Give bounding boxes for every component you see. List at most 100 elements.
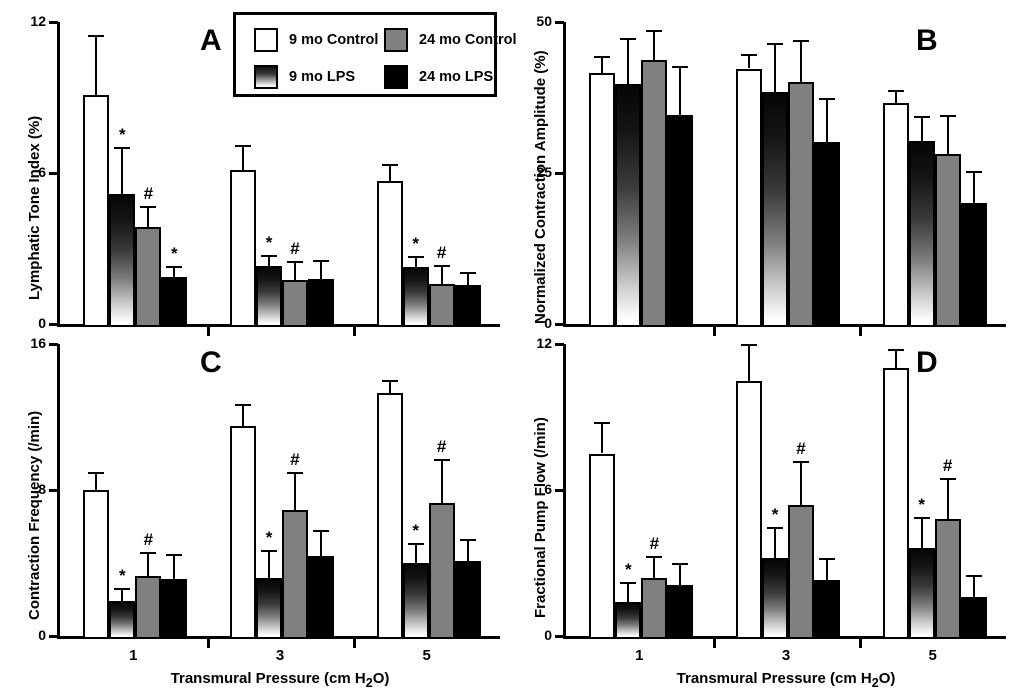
- bar-d-1-0: [589, 453, 616, 639]
- bar-a-1-0: [83, 94, 110, 327]
- y-tick-a-0: [49, 323, 58, 326]
- bar-d-1-1: [615, 601, 642, 639]
- legend-box: 9 mo Control 24 mo Control 9 mo LPS 24 mo L…: [233, 12, 516, 97]
- y-tick-label-d-1: 6: [544, 481, 552, 497]
- y-tick-d-0: [555, 635, 564, 638]
- error-cap-b-5-1: [913, 115, 930, 118]
- error-bar-a-1-1: [121, 146, 124, 195]
- y-tick-label-b-2: 50: [536, 13, 552, 29]
- y-tick-b-0: [555, 323, 564, 326]
- error-bar-b-3-2: [800, 40, 802, 82]
- bar-c-5-0: [376, 393, 403, 639]
- significance-marker-d-5-1: *: [918, 494, 925, 514]
- error-cap-d-1-3: [672, 563, 689, 565]
- significance-marker-d-1-2: #: [649, 533, 660, 553]
- bar-c-1-3: [161, 579, 188, 639]
- significance-marker-d-3-1: *: [771, 504, 779, 524]
- error-bar-c-5-3: [466, 539, 469, 562]
- significance-marker-d-5-2: #: [942, 455, 953, 475]
- error-bar-a-1-3: [173, 266, 176, 278]
- error-cap-b-3-1: [767, 43, 783, 46]
- legend-label-4: 24 mo LPS: [419, 69, 494, 85]
- error-bar-b-3-3: [826, 98, 828, 143]
- significance-marker-c-3-1: *: [265, 528, 273, 548]
- bar-c-3-2: [282, 510, 308, 639]
- significance-marker-a-5-1: *: [412, 234, 419, 254]
- bar-c-3-3: [308, 555, 334, 639]
- significance-marker-a-3-1: *: [265, 232, 273, 252]
- y-tick-c-1: [49, 489, 58, 492]
- error-bar-b-5-1: [920, 115, 923, 141]
- significance-marker-d-1-1: *: [625, 560, 632, 580]
- bar-b-1-3: [667, 115, 694, 327]
- y-tick-d-2: [555, 343, 564, 346]
- y-tick-c-0: [49, 635, 58, 638]
- bar-a-3-2: [282, 279, 308, 327]
- bar-b-3-3: [814, 142, 840, 327]
- bar-c-1-2: [135, 575, 162, 639]
- bar-d-3-1: [762, 558, 788, 639]
- bar-d-3-0: [736, 380, 762, 639]
- error-cap-a-3-2: [287, 261, 303, 264]
- error-bar-c-3-3: [320, 530, 322, 556]
- error-cap-b-3-2: [793, 40, 809, 43]
- bar-c-3-1: [256, 577, 282, 639]
- x-axis-label-subscript: 2: [871, 676, 879, 690]
- x-tick-b-2: [859, 327, 863, 336]
- error-cap-c-3-0: [235, 404, 251, 407]
- bar-c-5-3: [454, 561, 481, 639]
- error-cap-a-1-1: [114, 146, 131, 149]
- error-cap-b-5-0: [887, 90, 904, 93]
- bar-d-5-1: [908, 548, 935, 639]
- bar-d-3-2: [788, 504, 814, 639]
- error-bar-c-5-0: [388, 379, 391, 394]
- error-bar-c-3-1: [268, 550, 270, 578]
- y-tick-b-2: [555, 21, 564, 24]
- error-cap-b-3-3: [819, 98, 835, 101]
- significance-marker-d-3-2: #: [796, 438, 806, 458]
- error-bar-a-3-2: [294, 261, 296, 280]
- legend-swatch-9mo-control: [254, 28, 278, 52]
- error-bar-b-1-2: [653, 30, 656, 61]
- legend-label-1: 9 mo Control: [289, 32, 379, 48]
- error-cap-d-1-1: [620, 582, 637, 585]
- x-tick-label-d-2: 5: [928, 647, 937, 664]
- error-cap-d-3-3: [819, 558, 835, 561]
- significance-marker-c-1-2: #: [143, 530, 154, 550]
- y-tick-label-a-0: 0: [38, 315, 46, 331]
- error-cap-b-1-3: [672, 66, 689, 69]
- y-tick-a-1: [49, 172, 58, 175]
- x-tick-a-2: [353, 327, 357, 336]
- x-tick-d-2: [859, 639, 863, 648]
- error-cap-d-5-0: [887, 348, 904, 351]
- error-bar-a-1-2: [147, 205, 150, 228]
- bar-a-1-3: [161, 277, 188, 327]
- legend-swatch-9mo-lps: [254, 65, 278, 89]
- bar-b-5-2: [934, 153, 961, 327]
- y-tick-c-2: [49, 343, 58, 346]
- x-tick-label-c-1: 3: [275, 647, 285, 664]
- error-cap-c-5-1: [407, 542, 424, 545]
- error-bar-c-1-0: [95, 471, 98, 490]
- error-cap-b-5-3: [965, 170, 982, 173]
- x-tick-label-d-0: 1: [635, 647, 644, 664]
- error-bar-a-5-2: [440, 264, 443, 284]
- error-bar-b-5-3: [972, 170, 975, 203]
- error-bar-c-1-1: [121, 587, 124, 602]
- y-tick-label-b-1: 25: [536, 164, 552, 180]
- bar-b-3-0: [736, 68, 762, 327]
- error-bar-c-1-3: [173, 553, 176, 580]
- bar-a-5-1: [402, 267, 429, 327]
- bar-d-1-2: [641, 577, 668, 639]
- y-axis-line-d: [563, 344, 566, 639]
- error-cap-a-3-3: [313, 259, 329, 262]
- error-cap-c-5-3: [459, 539, 476, 542]
- legend-item-1: 9 mo Control: [254, 28, 378, 52]
- error-bar-a-3-1: [268, 254, 270, 267]
- error-bar-d-3-1: [774, 526, 776, 559]
- legend-label-2: 24 mo Control: [419, 32, 517, 48]
- error-cap-a-5-0: [381, 164, 398, 167]
